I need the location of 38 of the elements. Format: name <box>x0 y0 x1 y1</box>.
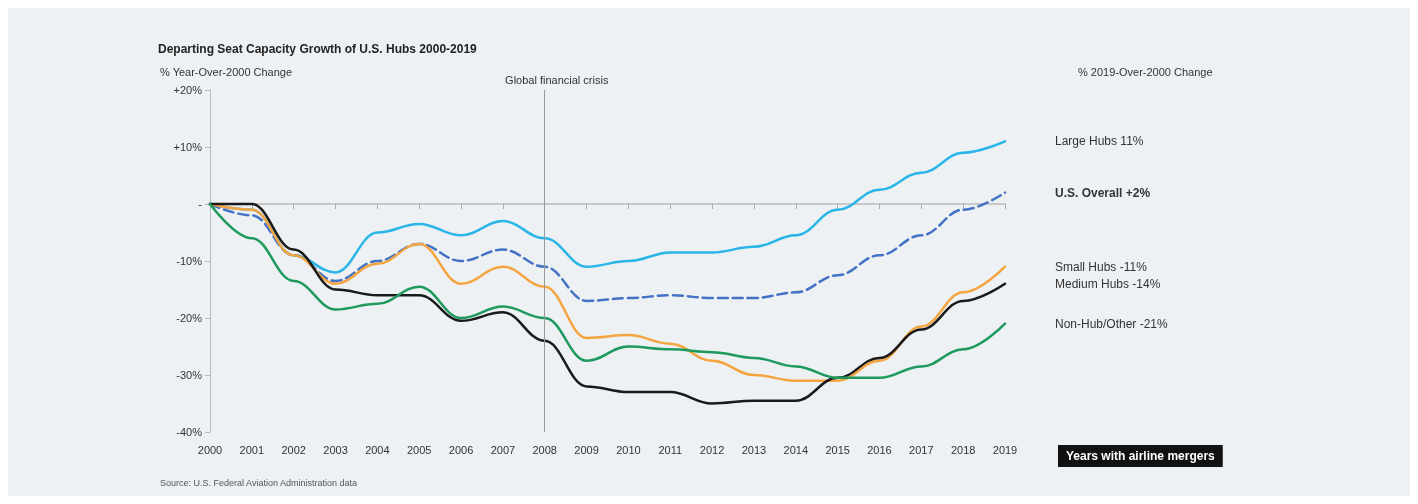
x-tick-label: 2010 <box>616 443 641 456</box>
y-tick-label: - <box>198 198 203 210</box>
x-tick-label: 2007 <box>490 443 516 456</box>
y-tick-label: -10% <box>176 255 203 267</box>
x-tick-label: 2012 <box>699 443 725 456</box>
text: Non-Hub/Other -21% <box>1055 316 1169 331</box>
y-tick-label: +10% <box>173 141 203 153</box>
y-axis-title: % Year-Over-2000 Change <box>160 65 293 78</box>
x-tick-label: 2002 <box>281 443 306 456</box>
x-tick-label: 2013 <box>741 443 767 456</box>
x-tick-label: 2004 <box>365 443 390 456</box>
x-tick-label: 2016 <box>867 443 892 456</box>
text: Large Hubs 11% <box>1055 134 1144 149</box>
x-tick-label: 2001 <box>239 443 265 456</box>
source-note: Source: U.S. Federal Aviation Administration data <box>160 477 357 488</box>
x-tick-label: 2015 <box>825 443 850 456</box>
text: Small Hubs -11% <box>1055 259 1148 274</box>
y-tick-label: +20% <box>173 84 203 96</box>
x-tick-label: 2017 <box>909 443 934 456</box>
legend-title: % 2019-Over-2000 Change <box>1078 65 1213 78</box>
chart-title: Departing Seat Capacity Growth of U.S. Hubs 2000-2019 <box>158 42 478 56</box>
text: U.S. Overall +2% <box>1055 185 1151 200</box>
x-tick-label: 2019 <box>992 443 1018 456</box>
x-tick-label: 2011 <box>658 443 683 456</box>
x-tick-label: 2008 <box>532 443 557 456</box>
text: Years with airline mergers <box>1066 449 1216 463</box>
x-tick-label: 2018 <box>950 443 976 456</box>
ref-line-label: Global financial crisis <box>505 73 609 86</box>
x-tick-label: 2003 <box>323 443 348 456</box>
y-tick-label: -40% <box>176 426 203 438</box>
text: Medium Hubs -14% <box>1055 276 1161 291</box>
x-tick-label: 2006 <box>448 443 474 456</box>
x-tick-label: 2000 <box>197 443 223 456</box>
x-tick-label: 2009 <box>574 443 599 456</box>
y-tick-label: -30% <box>176 369 203 381</box>
x-tick-label: 2005 <box>406 443 432 456</box>
x-tick-label: 2014 <box>783 443 809 456</box>
y-tick-label: -20% <box>176 312 203 324</box>
